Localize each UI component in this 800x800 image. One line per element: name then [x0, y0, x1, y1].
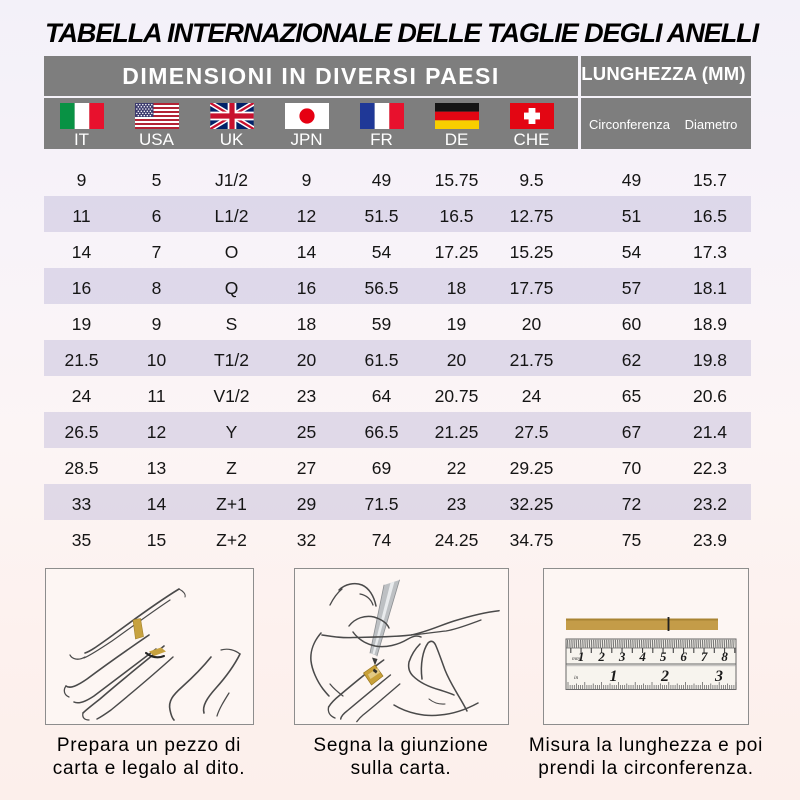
svg-text:3: 3 [714, 668, 723, 685]
svg-text:1: 1 [610, 668, 618, 685]
svg-text:mm: mm [572, 656, 580, 662]
svg-text:3: 3 [618, 649, 626, 664]
svg-text:1: 1 [578, 649, 585, 664]
svg-text:5: 5 [660, 649, 667, 664]
svg-text:8: 8 [721, 649, 728, 664]
svg-text:7: 7 [701, 649, 708, 664]
svg-text:6: 6 [680, 649, 687, 664]
svg-text:4: 4 [638, 649, 646, 664]
svg-text:in: in [574, 675, 579, 681]
svg-text:2: 2 [597, 649, 605, 664]
svg-text:2: 2 [660, 668, 669, 685]
